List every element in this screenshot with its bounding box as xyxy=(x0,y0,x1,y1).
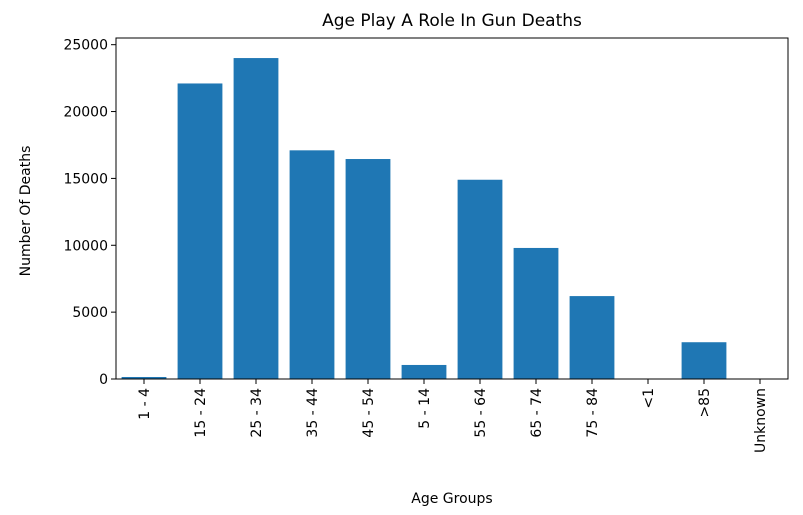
bar-2 xyxy=(233,58,279,379)
bar-1 xyxy=(177,83,223,379)
y-axis-ticks: 0 5000 10000 15000 20000 25000 xyxy=(63,38,116,388)
x-tick-label: 75 - 84 xyxy=(585,388,601,438)
x-tick-label: >85 xyxy=(697,388,713,418)
x-axis-label: Age Groups xyxy=(411,491,492,507)
y-tick-label: 20000 xyxy=(63,105,108,121)
x-tick-label: 65 - 74 xyxy=(529,388,545,438)
bar-6 xyxy=(457,179,503,379)
x-tick-label: 25 - 34 xyxy=(249,388,265,438)
bar-10 xyxy=(681,342,727,379)
y-axis-label: Number Of Deaths xyxy=(18,146,34,277)
x-tick-label: 5 - 14 xyxy=(417,388,433,429)
y-tick-label: 25000 xyxy=(63,38,108,54)
bars-group xyxy=(121,58,783,379)
bar-8 xyxy=(569,296,615,379)
x-tick-label: 55 - 64 xyxy=(473,388,489,438)
y-tick-label: 5000 xyxy=(72,305,108,321)
x-tick-label: 45 - 54 xyxy=(361,388,377,438)
bar-3 xyxy=(289,150,335,379)
bar-7 xyxy=(513,247,559,379)
y-tick-label: 15000 xyxy=(63,171,108,187)
bar-5 xyxy=(401,364,447,379)
plot-frame xyxy=(115,37,789,380)
x-tick-label: 1 - 4 xyxy=(137,388,153,420)
bar-4 xyxy=(345,159,391,379)
x-tick-label: 35 - 44 xyxy=(305,388,321,438)
y-tick-label: 0 xyxy=(99,372,108,388)
chart-title: Age Play A Role In Gun Deaths xyxy=(322,11,582,31)
bar-0 xyxy=(121,376,167,379)
x-tick-label: <1 xyxy=(641,388,657,409)
x-axis-ticks: 1 - 4 15 - 24 25 - 34 35 - 44 45 - 54 5 - 14 5… xyxy=(137,379,769,453)
y-tick-label: 10000 xyxy=(63,238,108,254)
x-tick-label: Unknown xyxy=(753,388,769,453)
x-tick-label: 15 - 24 xyxy=(193,388,209,438)
